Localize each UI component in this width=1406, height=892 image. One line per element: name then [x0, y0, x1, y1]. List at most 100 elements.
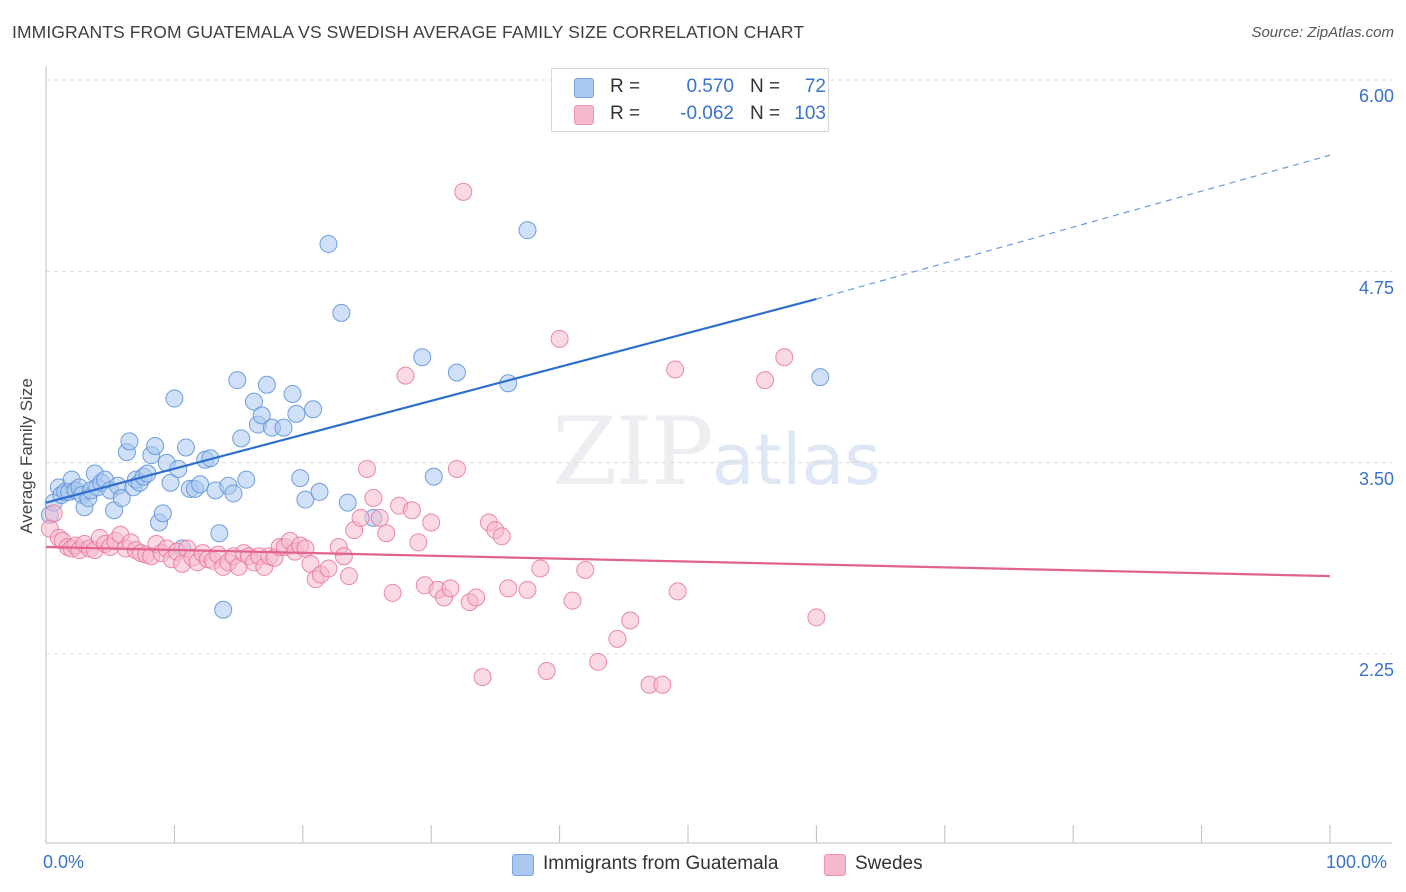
guatemala-point [338, 493, 357, 512]
guatemala-point [161, 473, 180, 492]
swedes-point [621, 611, 640, 630]
swedes-point [351, 508, 370, 527]
guatemala-point [274, 418, 293, 437]
watermark-zip: ZIP [552, 398, 714, 507]
swedes-point [775, 348, 794, 367]
guatemala-point [252, 406, 271, 425]
swedes-point [550, 329, 569, 348]
guatemala-point [224, 484, 243, 503]
guatemala-point [291, 469, 310, 488]
guatemala-point [283, 384, 302, 403]
swedes-point [467, 588, 486, 607]
legend-swatch-pink [574, 105, 594, 125]
guatemala-point [120, 432, 139, 451]
source-label: Source: ZipAtlas.com [1251, 24, 1394, 41]
swedes-point [409, 533, 428, 552]
legend-label: Swedes [855, 853, 923, 874]
swedes-point [531, 559, 550, 578]
swedes-point [358, 459, 376, 478]
legend-swatch-blue [574, 78, 594, 98]
watermark-atlas: atlas [711, 419, 881, 501]
n-label: N = [750, 103, 781, 124]
guatemala-point [153, 504, 172, 523]
x-min-label: 0.0% [43, 852, 85, 872]
guatemala-point [447, 363, 466, 382]
swedes-point [441, 579, 460, 598]
guatemala-point [518, 221, 537, 240]
swedes-point [807, 608, 826, 627]
guatemala-point [310, 482, 329, 501]
guatemala-point [214, 600, 233, 619]
swedes-point [454, 182, 473, 201]
swedes-point [296, 539, 315, 558]
guatemala-point [304, 400, 323, 419]
swedes-point [653, 675, 672, 694]
swedes-point [473, 668, 492, 687]
swedes-point [377, 524, 396, 543]
swedes-point [537, 662, 556, 680]
legend-label: Immigrants from Guatemala [543, 853, 779, 874]
guatemala-point [210, 524, 229, 543]
guatemala-point [287, 404, 306, 423]
guatemala-point [237, 470, 256, 489]
chart-title: IMMIGRANTS FROM GUATEMALA VS SWEDISH AVE… [12, 22, 805, 42]
swedes-point [364, 489, 383, 508]
y-tick-label: 4.75 [1358, 278, 1394, 298]
x-max-label: 100.0% [1326, 852, 1388, 872]
n-value: 103 [794, 103, 826, 124]
r-value: 0.570 [686, 76, 734, 97]
swedes-point [518, 580, 537, 599]
swedes-point [340, 567, 359, 586]
swedes-point [668, 582, 687, 601]
guatemala-point [257, 375, 276, 394]
y-tick-label: 6.00 [1358, 86, 1394, 106]
y-axis-label: Average Family Size [17, 378, 36, 534]
guatemala-point [413, 348, 432, 367]
swedes-point [589, 652, 608, 671]
guatemala-point [319, 234, 338, 253]
guatemala-point [499, 374, 518, 393]
watermark: ZIPatlas [552, 398, 881, 507]
swedes-point [499, 579, 518, 598]
swedes-point [576, 560, 595, 579]
guatemala-point [245, 392, 264, 411]
swedes-point [383, 583, 402, 602]
swedes-point [422, 513, 441, 532]
guatemala-trendline-extension [816, 154, 1331, 300]
guatemala-point [228, 371, 247, 390]
r-label: R = [610, 103, 641, 124]
legend-swatch-blue [512, 854, 534, 876]
swedes-point [447, 459, 466, 478]
swedes-point [334, 547, 353, 566]
guatemala-point [332, 303, 351, 322]
guatemala-point [811, 368, 830, 387]
r-label: R = [610, 76, 641, 97]
guatemala-point [296, 490, 315, 509]
swedes-point [319, 559, 338, 578]
y-tick-label: 2.25 [1358, 660, 1394, 680]
swedes-point [563, 591, 582, 610]
r-value: -0.062 [680, 103, 734, 124]
correlation-legend: R = 0.570 N = 72 R = -0.062 N = 103 [551, 68, 829, 132]
guatemala-point [191, 475, 210, 494]
guatemala-point [112, 489, 131, 508]
guatemala-point [146, 436, 165, 455]
swedes-point [370, 508, 389, 527]
n-label: N = [750, 76, 781, 97]
swedes-point [44, 504, 63, 523]
guatemala-trendline [45, 297, 817, 504]
swedes-point [608, 629, 627, 648]
legend-swatch-pink [824, 854, 846, 876]
swedes-point [756, 371, 775, 390]
swedes-point [396, 366, 415, 385]
swedes-point [666, 360, 685, 379]
guatemala-point [424, 467, 443, 486]
swedes-point [492, 527, 511, 546]
guatemala-point [176, 438, 195, 457]
swedes-trendline [45, 545, 1331, 578]
y-tick-label: 3.50 [1358, 469, 1394, 489]
guatemala-point [165, 389, 184, 408]
n-value: 72 [804, 76, 826, 97]
swedes-point [402, 501, 421, 520]
